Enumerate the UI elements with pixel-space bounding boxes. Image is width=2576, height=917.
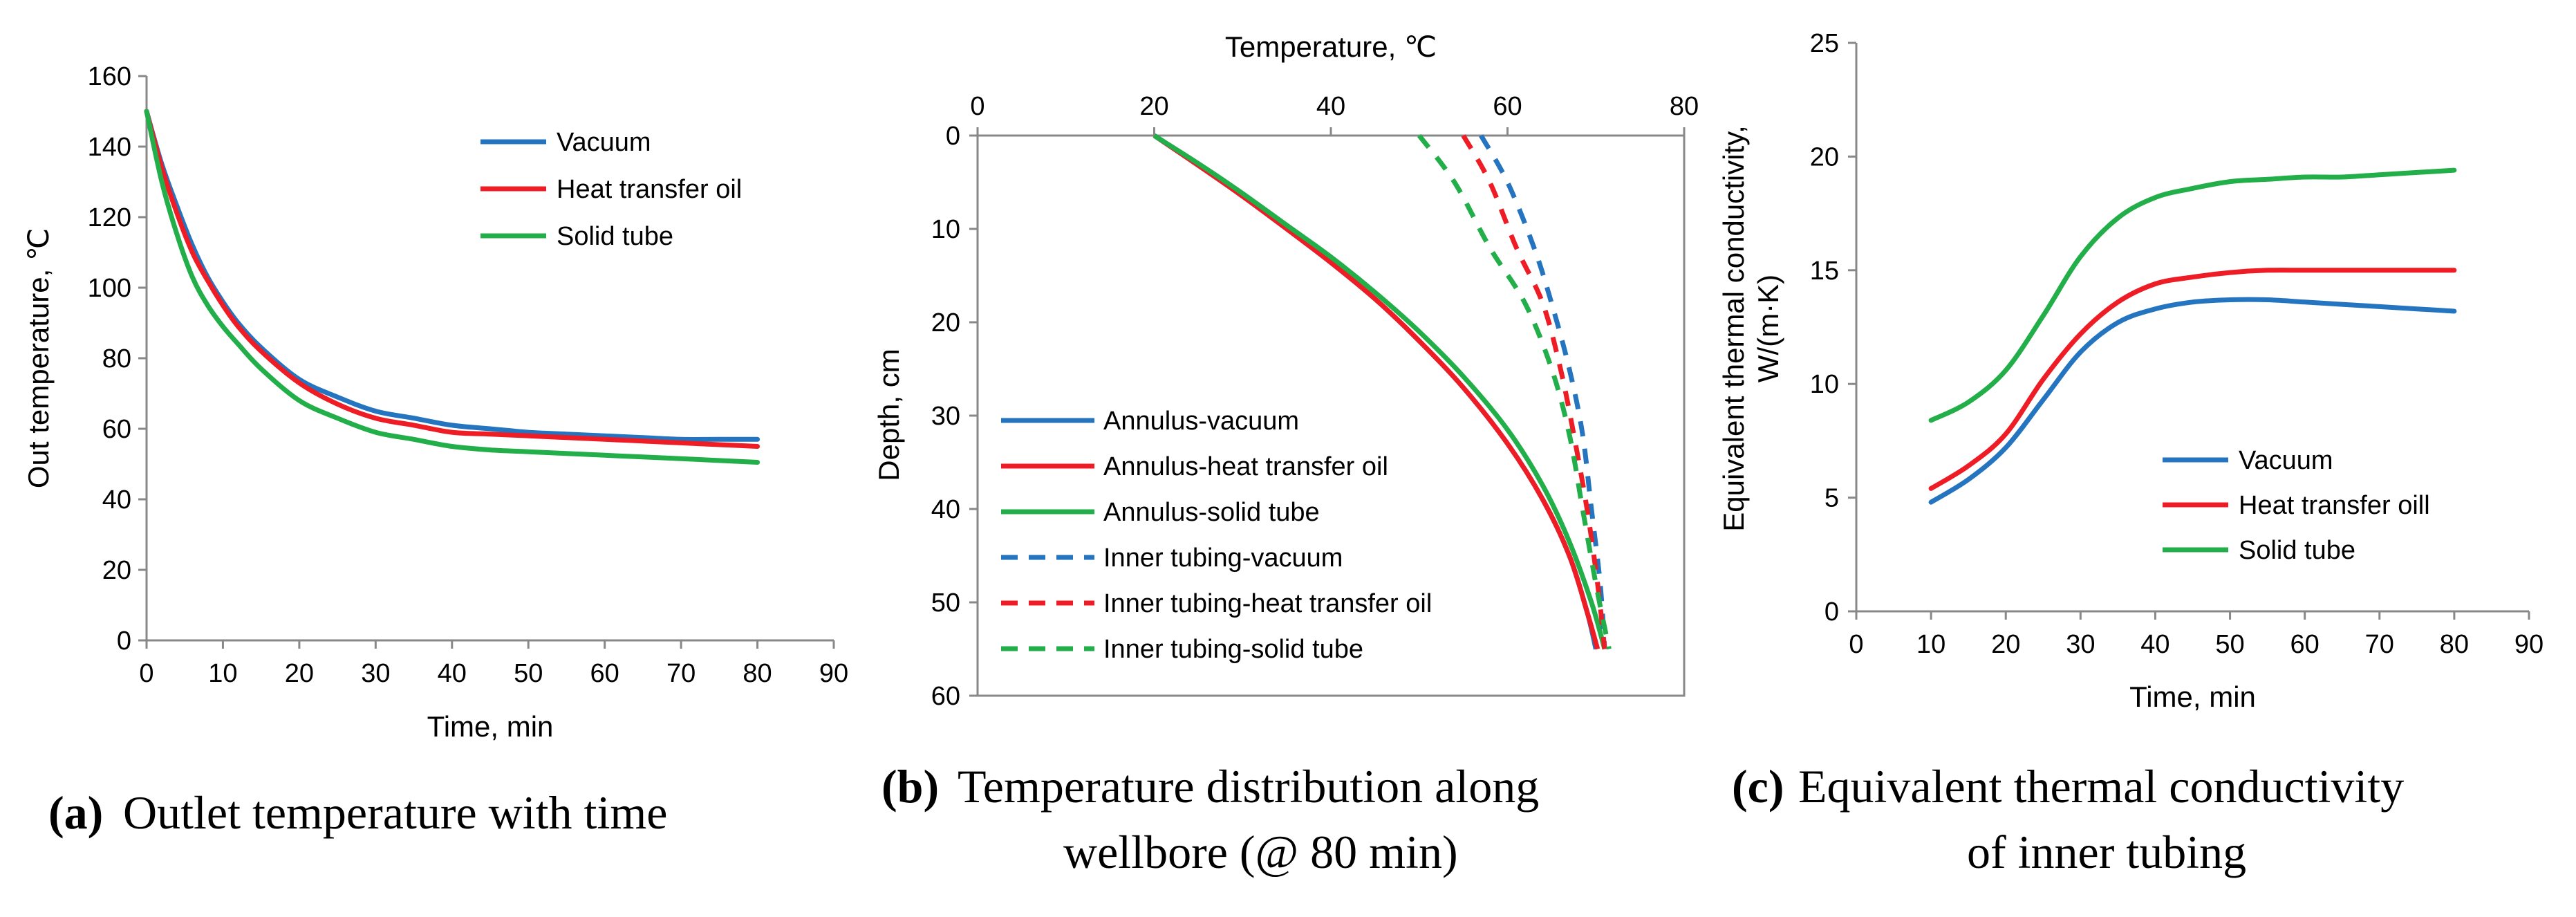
series-line-c-vacuum bbox=[1928, 297, 2457, 505]
y-axis-title-b: Depth, cm bbox=[872, 349, 905, 481]
y-tick-label-b: 20 bbox=[931, 308, 960, 337]
legend-label-c-vacuum: Vacuum bbox=[2239, 446, 2333, 475]
x-tick-label-c: 80 bbox=[2440, 630, 2469, 659]
caption-c-text-line2: of inner tubing bbox=[1967, 826, 2246, 878]
y-tick-label-b: 50 bbox=[931, 589, 960, 618]
x-tick-label-c: 0 bbox=[1849, 630, 1863, 659]
x-tick-label-b: 0 bbox=[970, 92, 984, 121]
legend-label-b-inner-vacuum: Inner tubing-vacuum bbox=[1103, 544, 1343, 573]
caption-b-letter-text: b bbox=[897, 760, 924, 813]
y-tick-label-a: 100 bbox=[88, 274, 131, 303]
legend-label-b-annulus-oil: Annulus-heat transfer oil bbox=[1103, 452, 1388, 481]
legend-label-b-inner-solid: Inner tubing-solid tube bbox=[1103, 635, 1363, 664]
panel-a-outlet-temperature: 0 10 20 30 40 50 60 70 80 90 0 20 40 60 80 100 120 140 160… bbox=[22, 62, 848, 743]
series-line-c-oil bbox=[1928, 268, 2457, 491]
caption-b-text: Temperature distribution along bbox=[958, 760, 1539, 813]
x-tick-label-c: 40 bbox=[2140, 630, 2169, 659]
x-tick-label-a: 30 bbox=[361, 659, 390, 688]
y-tick-label-a: 0 bbox=[117, 627, 131, 656]
y-tick-label-b: 10 bbox=[931, 215, 960, 244]
x-tick-label-c: 10 bbox=[1916, 630, 1945, 659]
legend-label-a-vacuum: Vacuum bbox=[557, 128, 651, 157]
series-line-c-solid bbox=[1928, 167, 2457, 423]
caption-c-letter-text: c bbox=[1748, 760, 1768, 813]
y-tick-label-a: 20 bbox=[102, 556, 131, 585]
series-line-a-vacuum bbox=[144, 109, 760, 442]
x-tick-label-a: 50 bbox=[514, 659, 543, 688]
y-axis-title-a: Out temperature, ℃ bbox=[22, 228, 55, 488]
y-tick-label-a: 60 bbox=[102, 415, 131, 444]
y-tick-label-c: 20 bbox=[1810, 142, 1839, 172]
y-axis-title-c-unit: W/(m·K) bbox=[1752, 275, 1784, 382]
y-tick-label-b: 0 bbox=[946, 122, 960, 151]
legend-label-c-oil: Heat transfer oill bbox=[2239, 491, 2430, 520]
series-line-b-annulus-solid bbox=[1152, 133, 1607, 650]
y-tick-label-c: 10 bbox=[1810, 370, 1839, 399]
caption-a-letter-text: a bbox=[64, 786, 88, 839]
legend-label-b-annulus-vacuum: Annulus-vacuum bbox=[1103, 407, 1299, 436]
x-tick-label-a: 60 bbox=[590, 659, 619, 688]
x-tick-label-c: 70 bbox=[2365, 630, 2394, 659]
caption-b-letter: (b) bbox=[881, 760, 939, 813]
x-tick-label-a: 90 bbox=[819, 659, 848, 688]
y-tick-label-c: 5 bbox=[1824, 484, 1839, 513]
legend-label-b-annulus-solid: Annulus-solid tube bbox=[1103, 498, 1320, 527]
x-axis-title-a: Time, min bbox=[427, 710, 554, 743]
x-tick-label-b: 40 bbox=[1316, 92, 1345, 121]
series-line-a-oil bbox=[144, 109, 760, 449]
x-tick-label-b: 80 bbox=[1670, 92, 1699, 121]
series-line-b-inner-vacuum bbox=[1479, 134, 1607, 649]
legend-label-b-inner-oil: Inner tubing-heat transfer oil bbox=[1103, 589, 1432, 618]
x-tick-label-c: 50 bbox=[2215, 630, 2244, 659]
y-tick-label-a: 40 bbox=[102, 485, 131, 515]
x-tick-label-a: 40 bbox=[438, 659, 467, 688]
legend-label-a-solid: Solid tube bbox=[557, 222, 673, 251]
y-tick-label-a: 140 bbox=[88, 133, 131, 162]
panel-b-temperature-distribution: 0 20 40 60 80 0 10 20 30 40 50 60 Temperature, ℃ Dept… bbox=[872, 30, 1699, 711]
x-axis-title-b: Temperature, ℃ bbox=[1225, 30, 1437, 63]
x-tick-label-a: 80 bbox=[743, 659, 772, 688]
x-tick-label-c: 60 bbox=[2290, 630, 2320, 659]
x-tick-label-a: 20 bbox=[285, 659, 314, 688]
y-tick-label-c: 0 bbox=[1824, 598, 1839, 627]
legend-label-a-oil: Heat transfer oil bbox=[557, 175, 742, 204]
y-tick-label-a: 80 bbox=[102, 344, 131, 373]
x-tick-label-a: 0 bbox=[139, 659, 153, 688]
y-tick-label-b: 40 bbox=[931, 495, 960, 524]
x-axis-title-c: Time, min bbox=[2129, 680, 2256, 713]
x-tick-label-c: 90 bbox=[2514, 630, 2544, 659]
caption-c-letter: (c) bbox=[1732, 760, 1784, 813]
caption-c-text: Equivalent thermal conductivity bbox=[1798, 760, 2404, 813]
y-tick-label-a: 120 bbox=[88, 203, 131, 232]
caption-a-letter: (a) bbox=[48, 786, 103, 839]
x-tick-label-b: 20 bbox=[1139, 92, 1168, 121]
y-tick-label-a: 160 bbox=[88, 62, 131, 91]
y-tick-label-c: 25 bbox=[1810, 29, 1839, 58]
x-tick-label-a: 70 bbox=[666, 659, 696, 688]
y-tick-label-b: 30 bbox=[931, 402, 960, 431]
series-line-a-solid bbox=[144, 109, 760, 465]
caption-a-text: Outlet temperature with time bbox=[123, 786, 667, 839]
panel-c-thermal-conductivity: 0 10 20 30 40 50 60 70 80 90 0 5 10 15 20 25 Time, min Eq… bbox=[1717, 29, 2544, 713]
x-tick-label-c: 30 bbox=[2066, 630, 2095, 659]
x-tick-label-b: 60 bbox=[1493, 92, 1522, 121]
y-axis-title-c: Equivalent thermal conductivity, bbox=[1717, 125, 1750, 532]
legend-label-c-solid: Solid tube bbox=[2239, 536, 2355, 565]
x-tick-label-a: 10 bbox=[208, 659, 237, 688]
caption-b-text-line2: wellbore (@ 80 min) bbox=[1063, 826, 1458, 878]
x-tick-label-c: 20 bbox=[1991, 630, 2020, 659]
series-line-b-inner-oil bbox=[1461, 134, 1607, 649]
y-tick-label-b: 60 bbox=[931, 682, 960, 711]
y-tick-label-c: 15 bbox=[1810, 257, 1839, 286]
